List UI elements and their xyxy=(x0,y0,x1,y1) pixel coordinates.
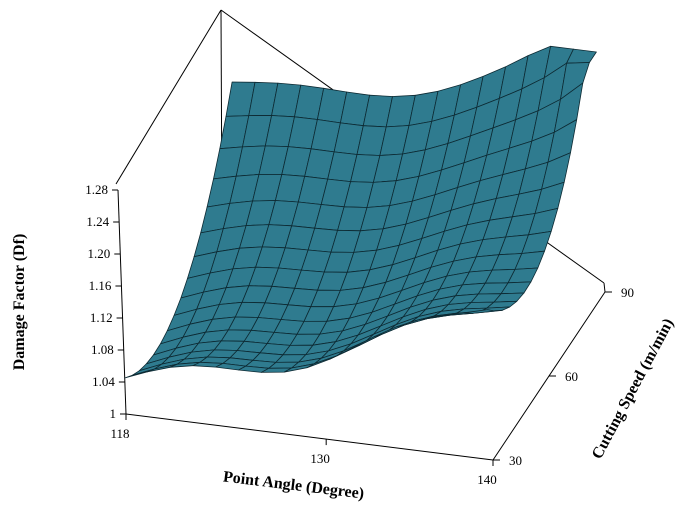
back-top-edge-left xyxy=(115,9,222,185)
x-axis-line xyxy=(125,413,494,461)
surface-mesh xyxy=(124,45,597,379)
z-tick-label: 1.20 xyxy=(88,246,111,261)
y-tick-label: 90 xyxy=(621,285,634,300)
z-tick-label: 1 xyxy=(110,406,117,421)
right-vertical-edge xyxy=(603,282,606,293)
z-tick-label: 1.28 xyxy=(85,182,108,197)
z-tick-label: 1.08 xyxy=(91,342,114,357)
x-tick-label: 130 xyxy=(310,451,330,466)
z-tick-label: 1.12 xyxy=(90,310,113,325)
x-axis-title: Point Angle (Degree) xyxy=(222,468,365,502)
y-axis-title: Cutting Speed (m/min) xyxy=(589,316,677,462)
z-tick-label: 1.16 xyxy=(89,278,112,293)
y-axis-ticks: 30 60 90 xyxy=(493,285,634,468)
x-tick-label: 118 xyxy=(110,426,129,441)
z-tick-label: 1.24 xyxy=(86,214,109,229)
z-axis xyxy=(117,189,127,415)
z-axis-ticks: 1 1.04 1.08 1.12 1.16 1.20 1.24 1.28 xyxy=(85,182,126,421)
x-axis xyxy=(125,413,494,461)
y-tick-label: 30 xyxy=(509,453,522,468)
x-axis-ticks: 118 130 140 xyxy=(110,414,497,487)
z-axis-line xyxy=(117,189,127,415)
z-tick-label: 1.04 xyxy=(92,374,115,389)
y-tick-label: 60 xyxy=(565,369,578,384)
z-axis-title: Damage Factor (Df) xyxy=(11,234,28,371)
x-tick-label: 140 xyxy=(477,472,497,487)
surface-patch xyxy=(464,309,496,314)
